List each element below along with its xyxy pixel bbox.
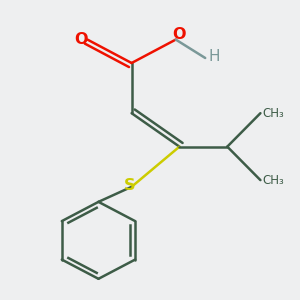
Text: CH₃: CH₃ bbox=[262, 174, 284, 187]
Text: CH₃: CH₃ bbox=[262, 107, 284, 120]
Text: S: S bbox=[124, 178, 136, 193]
Text: O: O bbox=[74, 32, 88, 47]
Text: H: H bbox=[209, 49, 220, 64]
Text: O: O bbox=[172, 27, 185, 42]
